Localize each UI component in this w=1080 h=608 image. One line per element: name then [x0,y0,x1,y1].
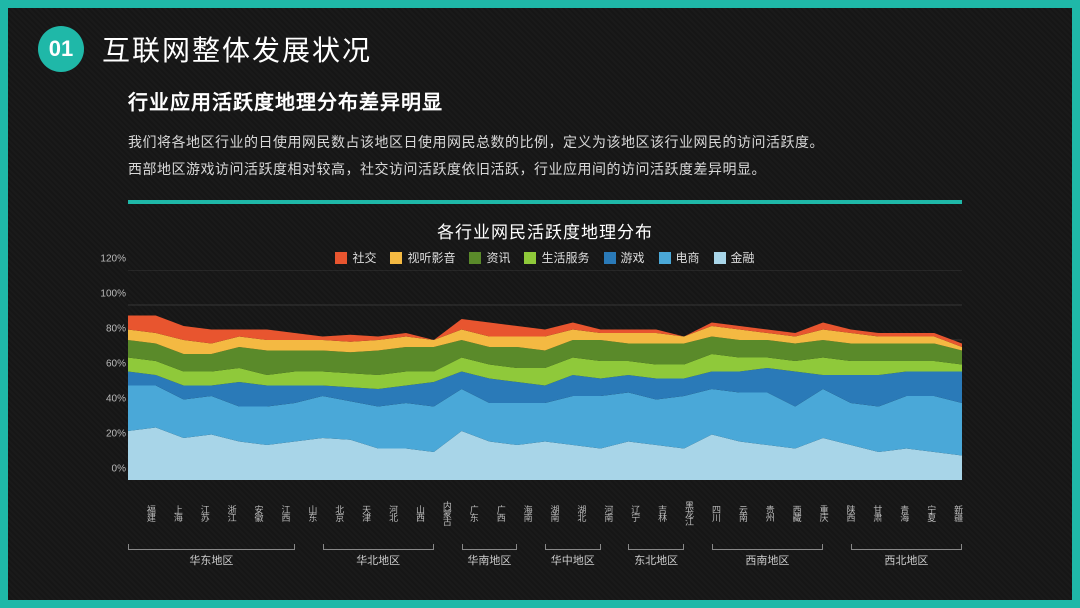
x-tick-label: 山东 [289,485,316,540]
region-group: 西北地区 [851,544,962,568]
legend-item: 游戏 [604,249,645,266]
region-label: 东北地区 [628,552,684,568]
x-tick-label: 贵州 [747,485,774,540]
x-tick-label: 湖南 [532,485,559,540]
legend-item: 视听影音 [390,249,455,266]
plot-area [128,270,962,480]
legend-label: 金融 [731,249,755,266]
x-tick-label: 河南 [585,485,612,540]
x-tick-label: 重庆 [801,485,828,540]
region-group: 东北地区 [628,544,684,568]
x-tick-label: 辽宁 [612,485,639,540]
region-label: 华南地区 [462,552,518,568]
region-brackets: 华东地区 华北地区 华南地区 华中地区 东北地区 西南地区 西北地区 [128,544,962,572]
legend-item: 金融 [714,249,755,266]
x-tick-label: 福建 [128,485,155,540]
y-tick-label: 80% [88,324,126,335]
divider [128,200,962,204]
x-tick-label: 云南 [720,485,747,540]
x-tick-label: 江苏 [182,485,209,540]
x-tick-label: 湖北 [559,485,586,540]
legend-label: 电商 [676,249,700,266]
legend-label: 生活服务 [541,249,589,266]
region-group: 华东地区 [128,544,295,568]
legend-item: 电商 [659,249,700,266]
x-tick-label: 海南 [505,485,532,540]
region-group: 华中地区 [545,544,601,568]
description-line-2: 西部地区游戏访问活跃度相对较高，社交访问活跃度依旧活跃，行业应用间的访问活跃度差… [128,156,962,183]
section-title: 互联网整体发展状况 [102,29,372,69]
legend-swatch [469,252,481,264]
y-tick-label: 20% [88,429,126,440]
legend-swatch [390,252,402,264]
region-group: 华南地区 [462,544,518,568]
region-bracket [628,544,684,550]
x-tick-label: 内蒙古 [424,485,451,540]
description-line-1: 我们将各地区行业的日使用网民数占该地区日使用网民总数的比例，定义为该地区该行业网… [128,129,962,156]
y-tick-label: 0% [88,464,126,475]
legend-label: 游戏 [621,249,645,266]
region-label: 华北地区 [323,552,434,568]
section-number-badge: 01 [38,26,84,72]
x-tick-label: 上海 [155,485,182,540]
x-tick-label: 新疆 [935,485,962,540]
x-tick-label: 广西 [478,485,505,540]
region-bracket [545,544,601,550]
x-tick-label: 天津 [343,485,370,540]
x-tick-label: 西藏 [774,485,801,540]
x-axis: 福建上海江苏浙江安徽江西山东北京天津河北山西内蒙古广东广西海南湖南湖北河南辽宁吉… [128,485,962,540]
legend-label: 视听影音 [407,249,455,266]
y-tick-label: 40% [88,394,126,405]
legend-item: 生活服务 [524,249,589,266]
legend-swatch [714,252,726,264]
chart-legend: 社交 视听影音 资讯 生活服务 游戏 电商 金融 [128,249,962,266]
legend-item: 社交 [335,249,376,266]
chart-title: 各行业网民活跃度地理分布 [128,218,962,243]
legend-label: 社交 [352,249,376,266]
y-tick-label: 60% [88,359,126,370]
legend-label: 资讯 [486,249,510,266]
x-tick-label: 青海 [881,485,908,540]
x-tick-label: 安徽 [236,485,263,540]
region-bracket [462,544,518,550]
y-tick-label: 100% [88,289,126,300]
region-label: 华东地区 [128,552,295,568]
legend-item: 资讯 [469,249,510,266]
region-label: 西南地区 [712,552,823,568]
x-tick-label: 宁夏 [908,485,935,540]
x-tick-label: 四川 [693,485,720,540]
x-tick-label: 北京 [316,485,343,540]
stacked-area-chart: 0%20%40%60%80%100%120% 福建上海江苏浙江安徽江西山东北京天… [128,270,962,510]
x-tick-label: 河北 [370,485,397,540]
legend-swatch [335,252,347,264]
region-bracket [712,544,823,550]
legend-swatch [604,252,616,264]
region-bracket [851,544,962,550]
slide-subtitle: 行业应用活跃度地理分布差异明显 [128,86,962,115]
x-tick-label: 陕西 [828,485,855,540]
region-bracket [323,544,434,550]
x-tick-label: 山西 [397,485,424,540]
legend-swatch [524,252,536,264]
region-group: 西南地区 [712,544,823,568]
y-tick-label: 120% [88,254,126,265]
x-tick-label: 江西 [263,485,290,540]
legend-swatch [659,252,671,264]
slide-header: 01 互联网整体发展状况 [8,8,1072,86]
y-axis: 0%20%40%60%80%100%120% [88,270,126,480]
region-label: 华中地区 [545,552,601,568]
x-tick-label: 黑龙江 [666,485,693,540]
x-tick-label: 浙江 [209,485,236,540]
region-group: 华北地区 [323,544,434,568]
x-tick-label: 吉林 [639,485,666,540]
x-tick-label: 甘肃 [854,485,881,540]
region-bracket [128,544,295,550]
region-label: 西北地区 [851,552,962,568]
x-tick-label: 广东 [451,485,478,540]
